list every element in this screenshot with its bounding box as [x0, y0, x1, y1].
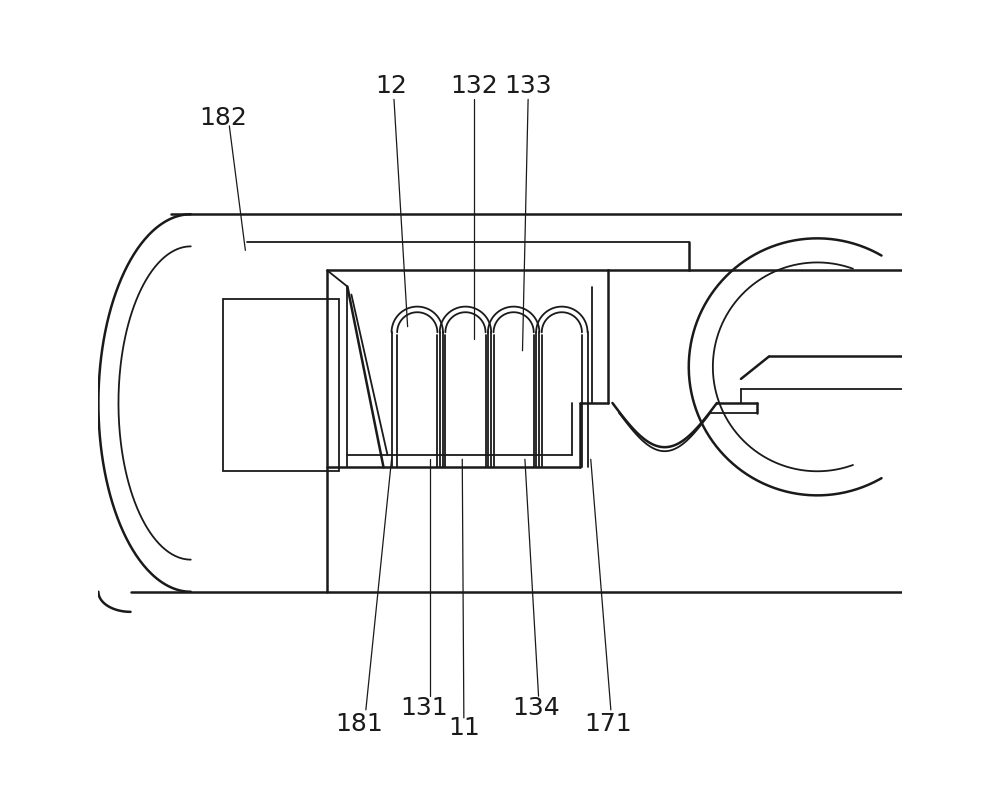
Text: 133: 133 [504, 73, 552, 98]
Text: 181: 181 [336, 713, 383, 737]
Text: 171: 171 [585, 713, 632, 737]
Text: 12: 12 [376, 73, 408, 98]
Bar [223, 298, 339, 472]
Text: 131: 131 [400, 696, 448, 721]
Text: 132: 132 [450, 73, 498, 98]
Text: 11: 11 [448, 717, 480, 740]
Text: 182: 182 [199, 106, 247, 130]
Text: 134: 134 [512, 696, 560, 721]
